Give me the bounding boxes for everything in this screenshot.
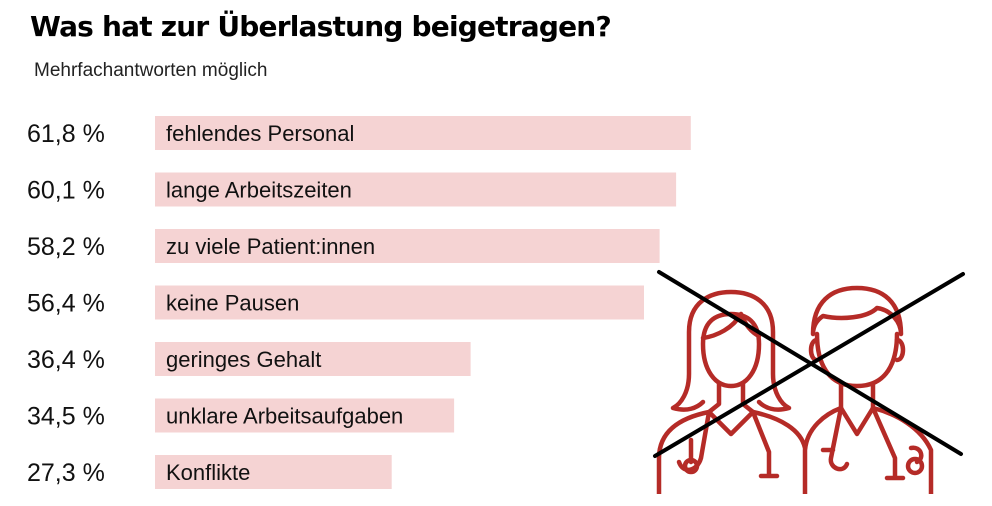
chart-title: Was hat zur Überlastung beigetragen?	[30, 10, 612, 43]
category-label: Konflikte	[166, 460, 250, 485]
value-label: 27,3 %	[27, 459, 105, 487]
bar	[155, 116, 691, 150]
bar	[155, 229, 660, 263]
value-label: 58,2 %	[27, 233, 105, 261]
cross-out-icon	[653, 270, 965, 458]
category-label: zu viele Patient:innen	[166, 234, 375, 259]
chart-subtitle: Mehrfachantworten möglich	[34, 60, 268, 81]
bar	[155, 398, 455, 433]
category-label: keine Pausen	[166, 291, 299, 316]
bar	[155, 455, 392, 489]
category-label: geringes Gehalt	[166, 347, 321, 372]
category-label: unklare Arbeitsaufgaben	[166, 404, 403, 429]
crossed-out-medical-staff-icon	[653, 270, 965, 494]
value-label: 36,4 %	[27, 346, 105, 374]
bar	[155, 342, 471, 376]
value-label: 60,1 %	[27, 177, 105, 205]
category-label: lange Arbeitszeiten	[166, 178, 352, 203]
category-label: fehlendes Personal	[166, 121, 354, 146]
value-label: 34,5 %	[27, 403, 105, 431]
value-label: 61,8 %	[27, 120, 105, 148]
bar	[155, 172, 677, 207]
medical-staff-icon	[656, 285, 934, 494]
value-label: 56,4 %	[27, 290, 105, 318]
bar	[155, 285, 644, 320]
